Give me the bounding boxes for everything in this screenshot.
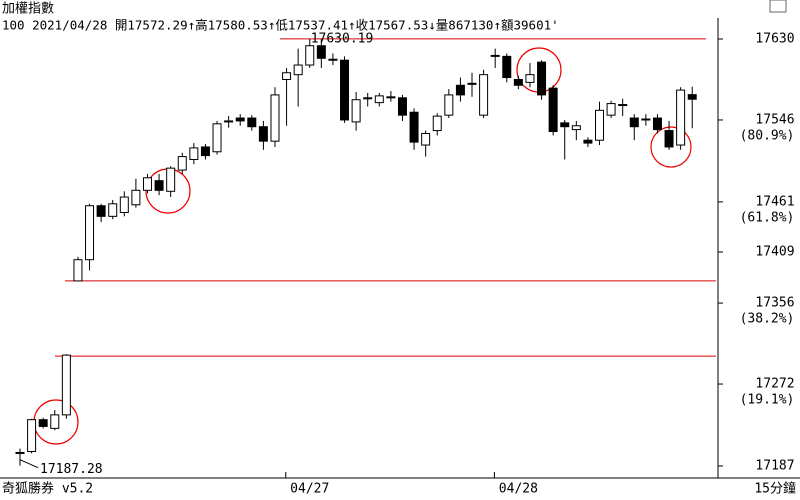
candle-body bbox=[397, 97, 407, 116]
candle-body bbox=[363, 97, 373, 100]
candle-body bbox=[108, 203, 118, 217]
candle-body bbox=[224, 120, 234, 123]
candle-body bbox=[50, 414, 60, 429]
candle-body bbox=[258, 126, 268, 142]
candle-body bbox=[525, 74, 535, 83]
candle-body bbox=[282, 72, 292, 80]
candle-body bbox=[154, 180, 164, 191]
subtitle: 100 2021/04/28 開17572.29↑高17580.53↑低1753… bbox=[2, 18, 559, 33]
candle-body bbox=[676, 89, 686, 146]
candle-body bbox=[200, 146, 210, 157]
candle-body bbox=[247, 117, 257, 128]
candle-body bbox=[235, 117, 245, 122]
candle-body bbox=[166, 167, 176, 192]
y-tick-label: 17461 bbox=[755, 194, 794, 209]
candle-body bbox=[177, 156, 187, 171]
candle-body bbox=[351, 99, 361, 123]
candle-body bbox=[328, 58, 338, 61]
fib-label: (38.2%) bbox=[740, 312, 795, 327]
candle-body bbox=[595, 109, 604, 141]
candle-body bbox=[652, 117, 662, 131]
candle-body bbox=[27, 419, 37, 452]
candle-body bbox=[340, 59, 350, 121]
y-tick-label: 17272 bbox=[755, 377, 794, 392]
fib-label: (80.9%) bbox=[740, 128, 795, 143]
candle-body bbox=[316, 45, 326, 59]
candle-body bbox=[305, 45, 315, 66]
candle-body bbox=[38, 419, 48, 427]
source: 奇狐勝券 v5.2 bbox=[2, 481, 93, 497]
candle-body bbox=[386, 96, 396, 99]
candle-body bbox=[432, 115, 442, 132]
candle-body bbox=[96, 205, 106, 217]
candle-body bbox=[85, 205, 95, 261]
y-tick-label: 17187 bbox=[755, 458, 794, 473]
candle-body bbox=[421, 132, 431, 146]
candle-body bbox=[571, 125, 581, 131]
candle-body bbox=[641, 118, 651, 121]
window-button[interactable] bbox=[769, 0, 787, 13]
y-tick-label: 17356 bbox=[755, 296, 794, 311]
highlight-circle bbox=[650, 126, 692, 168]
fib-label: (19.1%) bbox=[740, 393, 795, 408]
candle-body bbox=[629, 117, 639, 128]
candle-body bbox=[513, 78, 523, 86]
chart-title: 加權指數 bbox=[2, 2, 54, 17]
candle-body bbox=[618, 104, 628, 107]
candle-body bbox=[560, 122, 570, 128]
x-tick-label: 04/28 bbox=[499, 482, 538, 497]
candle-body bbox=[293, 64, 303, 76]
leader-line bbox=[19, 459, 39, 469]
candle-body bbox=[444, 94, 454, 116]
candle-body bbox=[479, 74, 489, 116]
candle-body bbox=[270, 94, 280, 142]
candle-body bbox=[455, 84, 465, 96]
x-tick-label: 04/27 bbox=[290, 482, 329, 497]
candle-body bbox=[687, 94, 697, 100]
candle-body bbox=[606, 103, 616, 116]
y-tick-label: 17409 bbox=[755, 244, 794, 259]
annotation: 17187.28 bbox=[40, 462, 103, 477]
candle-body bbox=[131, 189, 141, 206]
y-tick-label: 17630 bbox=[755, 32, 794, 47]
candle-body bbox=[374, 95, 384, 104]
candle-body bbox=[583, 139, 593, 144]
annotation: 17630.19 bbox=[311, 31, 374, 46]
candle-body bbox=[212, 123, 222, 153]
fib-label: (61.8%) bbox=[740, 210, 795, 225]
candle-body bbox=[73, 259, 83, 282]
candle-body bbox=[467, 82, 477, 85]
candle-body bbox=[490, 54, 500, 57]
candle-body bbox=[142, 177, 152, 191]
candle-body bbox=[61, 354, 71, 416]
candle-body bbox=[664, 130, 674, 148]
y-tick-label: 17546 bbox=[755, 112, 794, 127]
candle-body bbox=[548, 87, 558, 133]
candle-body bbox=[15, 451, 25, 454]
candle-body bbox=[409, 111, 419, 143]
candle-body bbox=[189, 147, 199, 160]
candle-body bbox=[537, 61, 547, 96]
interval: 15分鐘 bbox=[754, 481, 796, 497]
candle-body bbox=[119, 196, 129, 213]
candle-body bbox=[502, 55, 512, 79]
